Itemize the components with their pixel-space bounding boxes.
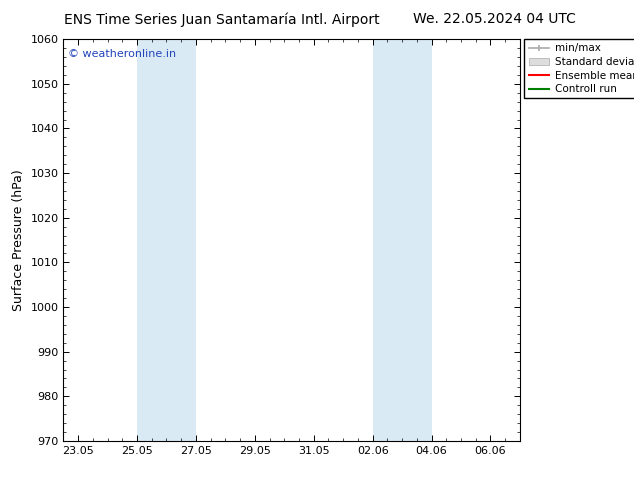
Text: © weatheronline.in: © weatheronline.in <box>68 49 176 59</box>
Bar <box>373 39 432 441</box>
Legend: min/max, Standard deviation, Ensemble mean run, Controll run: min/max, Standard deviation, Ensemble me… <box>524 39 634 98</box>
Text: We. 22.05.2024 04 UTC: We. 22.05.2024 04 UTC <box>413 12 576 26</box>
Bar <box>137 39 196 441</box>
Text: ENS Time Series Juan Santamaría Intl. Airport: ENS Time Series Juan Santamaría Intl. Ai… <box>64 12 380 27</box>
Y-axis label: Surface Pressure (hPa): Surface Pressure (hPa) <box>12 169 25 311</box>
